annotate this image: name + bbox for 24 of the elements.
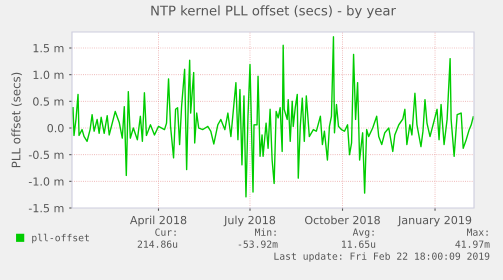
text: 41.97m	[455, 240, 490, 248]
y-tick-label: -1.5 m	[28, 204, 64, 212]
x-tick-label: January 2019	[397, 216, 472, 226]
y-tick-label: -0.5 m	[28, 150, 64, 160]
legend-label: pll-offset	[32, 234, 89, 244]
y-axis-title: PLL offset (secs)	[11, 72, 22, 168]
chart-title: NTP kernel PLL offset (secs) - by year	[151, 5, 396, 18]
text: Avg:	[352, 228, 374, 238]
line-series	[72, 36, 474, 198]
text: Last update: Fri Feb 22 18:00:09 2019	[274, 252, 490, 262]
text: Max:	[466, 228, 488, 236]
text: Min:	[254, 228, 276, 236]
text: -53.92m	[238, 240, 278, 248]
y-tick-label: 1.0 m	[34, 70, 64, 80]
y-tick-label: 0.5 m	[33, 97, 64, 106]
text: 214.86u	[138, 240, 178, 248]
x-tick-label: April 2018	[130, 216, 186, 226]
x-tick-label: July 2018	[224, 216, 276, 226]
text: Cur:	[155, 228, 176, 236]
x-tick-label: October 2018	[305, 216, 380, 224]
y-tick-label: 1.5 m	[34, 44, 64, 52]
y-tick-label: -1.0 m	[28, 177, 64, 186]
text: 11.65u	[342, 240, 376, 248]
y-tick-label: 0.0	[47, 124, 64, 132]
